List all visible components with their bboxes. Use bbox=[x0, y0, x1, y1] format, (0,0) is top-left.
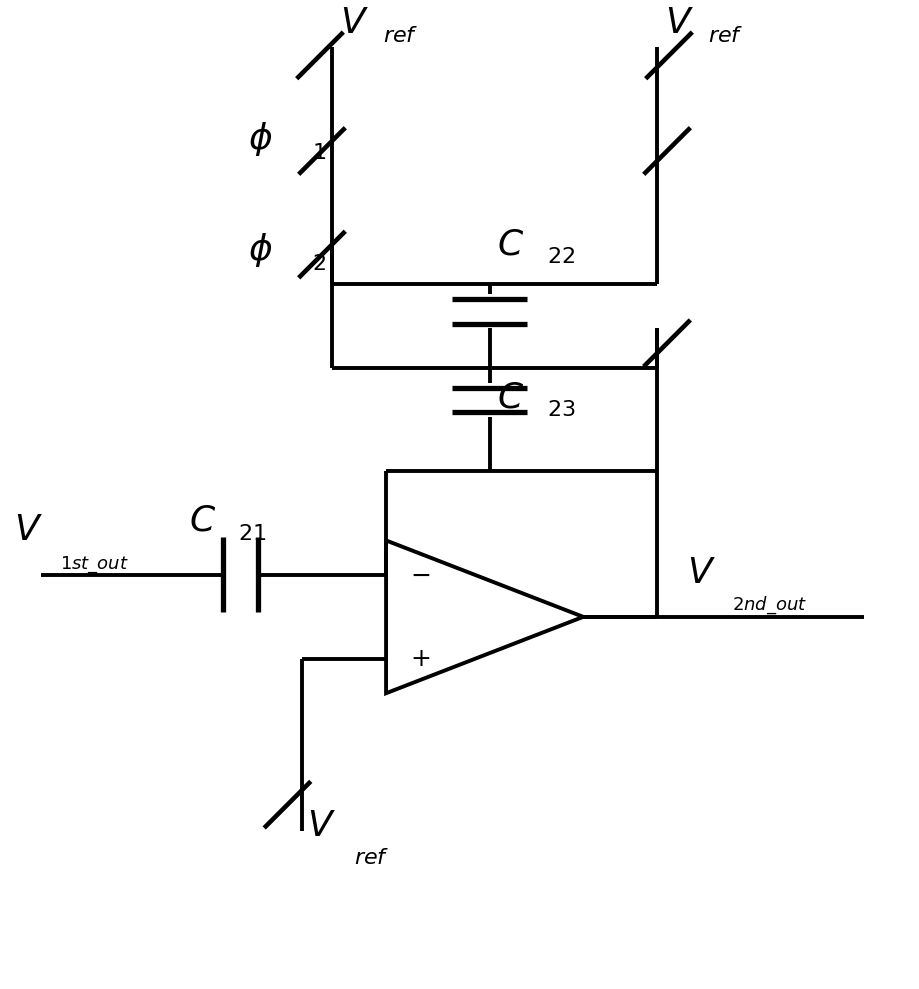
Text: $C$: $C$ bbox=[497, 227, 524, 262]
Text: $\phi$: $\phi$ bbox=[248, 121, 272, 158]
Text: $C$: $C$ bbox=[188, 503, 216, 538]
Text: $\phi$: $\phi$ bbox=[248, 230, 272, 269]
Text: $V$: $V$ bbox=[15, 513, 43, 547]
Text: $-$: $-$ bbox=[410, 563, 430, 586]
Text: $V$: $V$ bbox=[686, 556, 715, 589]
Text: $\mathit{ref}$: $\mathit{ref}$ bbox=[382, 26, 418, 47]
Text: $\mathit{ref}$: $\mathit{ref}$ bbox=[708, 26, 743, 47]
Text: $V$: $V$ bbox=[339, 6, 369, 40]
Text: $\mathit{22}$: $\mathit{22}$ bbox=[546, 246, 574, 268]
Text: $\mathit{23}$: $\mathit{23}$ bbox=[546, 400, 574, 421]
Text: $C$: $C$ bbox=[497, 381, 524, 414]
Text: $\mathit{ref}$: $\mathit{ref}$ bbox=[353, 847, 389, 868]
Text: $\mathit{2nd\_out}$: $\mathit{2nd\_out}$ bbox=[732, 594, 807, 616]
Text: $\mathit{21}$: $\mathit{21}$ bbox=[238, 522, 267, 545]
Text: $\mathit{1}$: $\mathit{1}$ bbox=[312, 142, 326, 164]
Text: $V$: $V$ bbox=[307, 809, 335, 843]
Text: $+$: $+$ bbox=[410, 647, 430, 671]
Text: $\mathit{2}$: $\mathit{2}$ bbox=[312, 253, 325, 275]
Text: $\mathit{1st\_out}$: $\mathit{1st\_out}$ bbox=[60, 555, 129, 575]
Text: $V$: $V$ bbox=[664, 6, 693, 40]
